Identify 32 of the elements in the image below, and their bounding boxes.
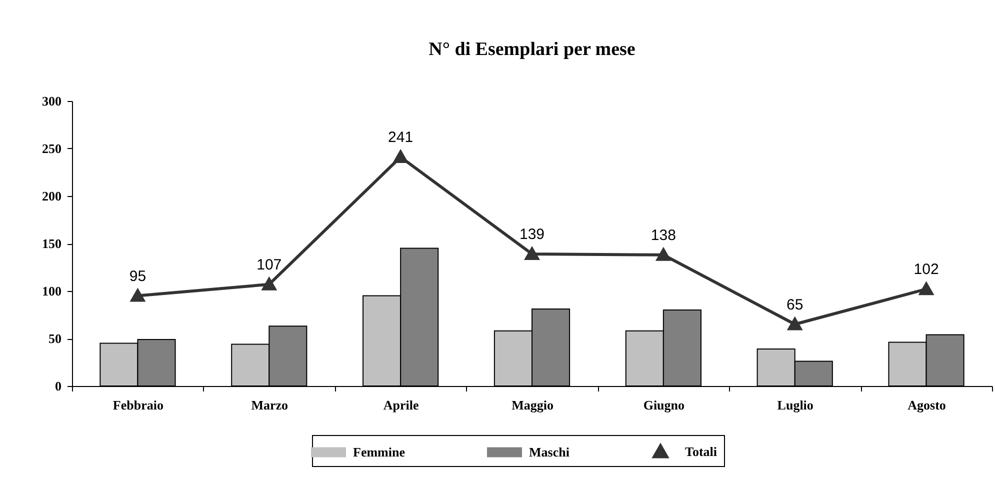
y-tick-label: 300	[42, 94, 62, 108]
x-tick-label: Giugno	[643, 398, 685, 412]
data-label: 139	[519, 226, 545, 243]
point	[655, 246, 672, 261]
data-label: 241	[388, 129, 414, 146]
x-tick-label: Agosto	[908, 398, 946, 412]
data-label: 138	[650, 226, 676, 244]
legend-label: Maschi	[529, 444, 570, 460]
point	[786, 316, 803, 330]
y-tick-label: 250	[42, 141, 62, 156]
x-tick-label: Febbraio	[112, 398, 164, 412]
data-label: 107	[256, 256, 282, 274]
point	[130, 288, 146, 302]
x-tick-label: Luglio	[777, 398, 814, 412]
y-tick-label: 100	[42, 284, 62, 298]
data-label: 102	[914, 261, 939, 278]
data-label: 95	[129, 268, 146, 285]
point	[524, 246, 540, 260]
point	[918, 281, 934, 296]
x-tick-label: Maggio	[512, 398, 554, 412]
chart-title: N° di Esemplari per mese	[428, 39, 636, 60]
y-tick-label: 50	[48, 331, 62, 346]
legend-label: Totali	[685, 444, 718, 459]
y-tick-label: 0	[55, 378, 62, 394]
y-tick-label: 200	[42, 188, 62, 204]
y-tick-label: 150	[42, 236, 62, 251]
point	[261, 276, 278, 290]
point	[392, 149, 409, 164]
legend-label: Femmine	[353, 444, 406, 460]
x-tick-label: Aprile	[383, 398, 419, 412]
data-label: 65	[786, 296, 804, 314]
x-tick-label: Marzo	[251, 398, 288, 412]
